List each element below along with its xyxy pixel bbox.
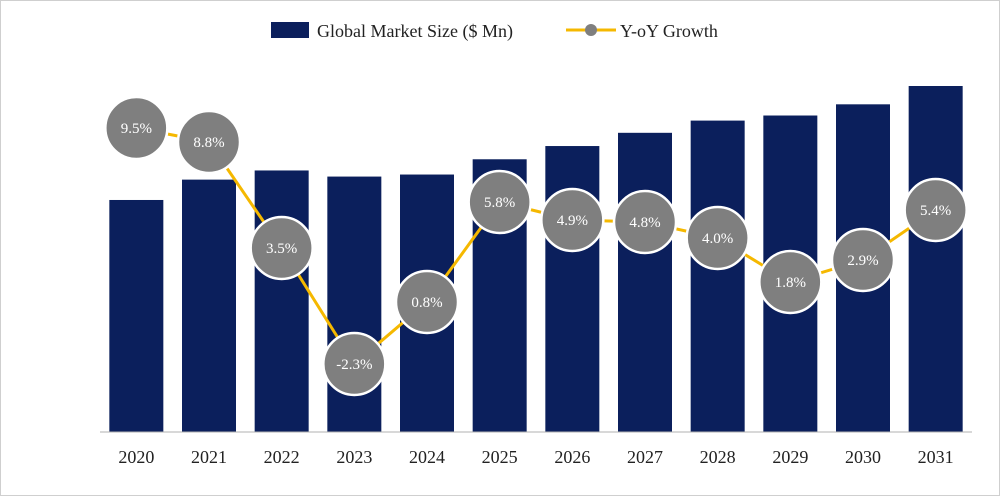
growth-data-label: 4.8% [629, 215, 660, 231]
growth-marker-2031 [903, 177, 968, 243]
bar-2021 [182, 179, 236, 432]
x-tick-label: 2027 [627, 447, 663, 467]
bar-2020 [109, 199, 164, 432]
x-tick-label: 2024 [409, 447, 445, 467]
growth-data-label: 8.8% [193, 135, 224, 151]
x-tick-label: 2022 [264, 447, 300, 467]
growth-marker-2025 [467, 169, 532, 235]
growth-marker-2029 [758, 249, 823, 315]
x-tick-label: 2023 [336, 447, 372, 467]
x-tick-label: 2031 [918, 447, 954, 467]
growth-marker-2028 [685, 205, 750, 271]
growth-marker-2024 [394, 269, 460, 335]
growth-marker-2022 [249, 215, 314, 281]
growth-marker-2027 [612, 189, 678, 255]
growth-data-label: -2.3% [336, 357, 372, 373]
legend-bar-swatch [271, 22, 309, 38]
growth-data-label: 3.5% [266, 241, 297, 257]
growth-marker-2020 [104, 95, 169, 161]
legend: Global Market Size ($ Mn) Y-oY Growth [271, 21, 718, 42]
x-tick-label: 2030 [845, 447, 881, 467]
growth-marker-2021 [176, 109, 242, 175]
bar-2022 [254, 170, 309, 432]
x-tick-label: 2029 [772, 447, 808, 467]
x-tick-label: 2020 [118, 447, 154, 467]
growth-data-label: 9.5% [121, 121, 152, 137]
legend-label-growth: Y-oY Growth [620, 21, 718, 41]
growth-line-series: 9.5% 8.8% 3.5% -2.3% 0.8% 5.8% 4.9% 4.8% 4.0% 1.8… [104, 95, 968, 397]
growth-marker-2023 [322, 331, 387, 397]
bar-2028 [690, 120, 745, 432]
x-tick-label: 2025 [482, 447, 518, 467]
growth-data-label: 0.8% [411, 295, 442, 311]
growth-marker-2026 [540, 187, 605, 253]
growth-data-label: 5.8% [484, 195, 515, 211]
growth-marker-2030 [830, 227, 896, 293]
growth-data-label: 1.8% [775, 275, 806, 291]
x-tick-label: 2026 [554, 447, 590, 467]
growth-data-label: 5.4% [920, 203, 951, 219]
legend-label-market-size: Global Market Size ($ Mn) [317, 21, 513, 42]
legend-marker-swatch [585, 24, 597, 36]
bar-2031 [908, 86, 963, 432]
growth-data-label: 2.9% [847, 253, 878, 269]
x-axis-ticks: 2020 2021 2022 2023 2024 2025 2026 2027 2028 2029… [118, 447, 953, 467]
x-tick-label: 2021 [191, 447, 227, 467]
growth-data-label: 4.9% [557, 213, 588, 229]
growth-data-label: 4.0% [702, 231, 733, 247]
bar-2027 [618, 132, 672, 432]
x-tick-label: 2028 [700, 447, 736, 467]
